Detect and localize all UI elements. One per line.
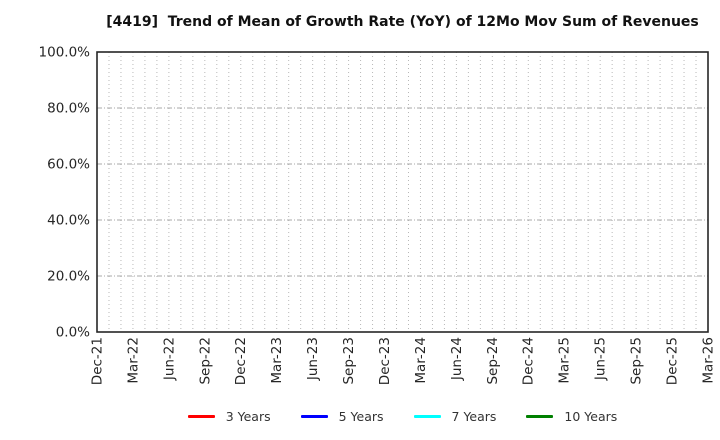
y-tick-label: 60.0% bbox=[47, 157, 90, 173]
x-tick-label: Sep-22 bbox=[197, 337, 213, 385]
x-tick-label: Mar-24 bbox=[413, 337, 429, 384]
legend-label: 5 Years bbox=[338, 408, 384, 424]
x-tick-label: Jun-23 bbox=[305, 337, 321, 381]
y-tick-label: 40.0% bbox=[47, 213, 90, 229]
legend-item: 5 Years bbox=[300, 408, 384, 424]
y-tick-label: 0.0% bbox=[56, 325, 90, 341]
legend-line-swatch bbox=[526, 414, 554, 418]
x-tick-label: Dec-21 bbox=[89, 337, 105, 385]
x-tick-label: Jun-25 bbox=[593, 337, 609, 381]
legend-line-swatch bbox=[413, 414, 441, 418]
x-tick-label: Dec-23 bbox=[377, 337, 393, 385]
x-tick-label: Dec-22 bbox=[233, 337, 249, 385]
y-tick-label: 80.0% bbox=[47, 101, 90, 117]
x-tick-label: Dec-24 bbox=[521, 337, 537, 385]
x-tick-label: Jun-22 bbox=[161, 337, 177, 381]
x-tick-label: Dec-25 bbox=[665, 337, 681, 385]
legend-line-swatch bbox=[300, 414, 328, 418]
x-tick-label: Jun-24 bbox=[449, 337, 465, 381]
x-tick-label: Mar-22 bbox=[125, 337, 141, 384]
y-tick-label: 20.0% bbox=[47, 269, 90, 285]
x-tick-label: Sep-24 bbox=[485, 337, 501, 385]
x-tick-label: Mar-25 bbox=[557, 337, 573, 384]
legend-label: 3 Years bbox=[225, 408, 271, 424]
plot-border bbox=[96, 51, 709, 333]
legend-item: 3 Years bbox=[187, 408, 271, 424]
legend-item: 7 Years bbox=[413, 408, 497, 424]
x-tick-label: Sep-25 bbox=[629, 337, 645, 385]
legend-label: 10 Years bbox=[564, 408, 618, 424]
y-tick-label: 100.0% bbox=[39, 45, 91, 61]
chart-title: [4419] Trend of Mean of Growth Rate (YoY… bbox=[106, 14, 699, 30]
legend-item: 10 Years bbox=[526, 409, 617, 424]
x-tick-label: Mar-26 bbox=[700, 337, 716, 384]
legend-line-swatch bbox=[187, 414, 215, 418]
legend-label: 7 Years bbox=[451, 408, 497, 424]
legend: 3 Years 5 Years 7 Years 10 Years bbox=[97, 406, 708, 426]
x-tick-label: Mar-23 bbox=[269, 337, 285, 384]
x-tick-label: Sep-23 bbox=[341, 337, 357, 385]
